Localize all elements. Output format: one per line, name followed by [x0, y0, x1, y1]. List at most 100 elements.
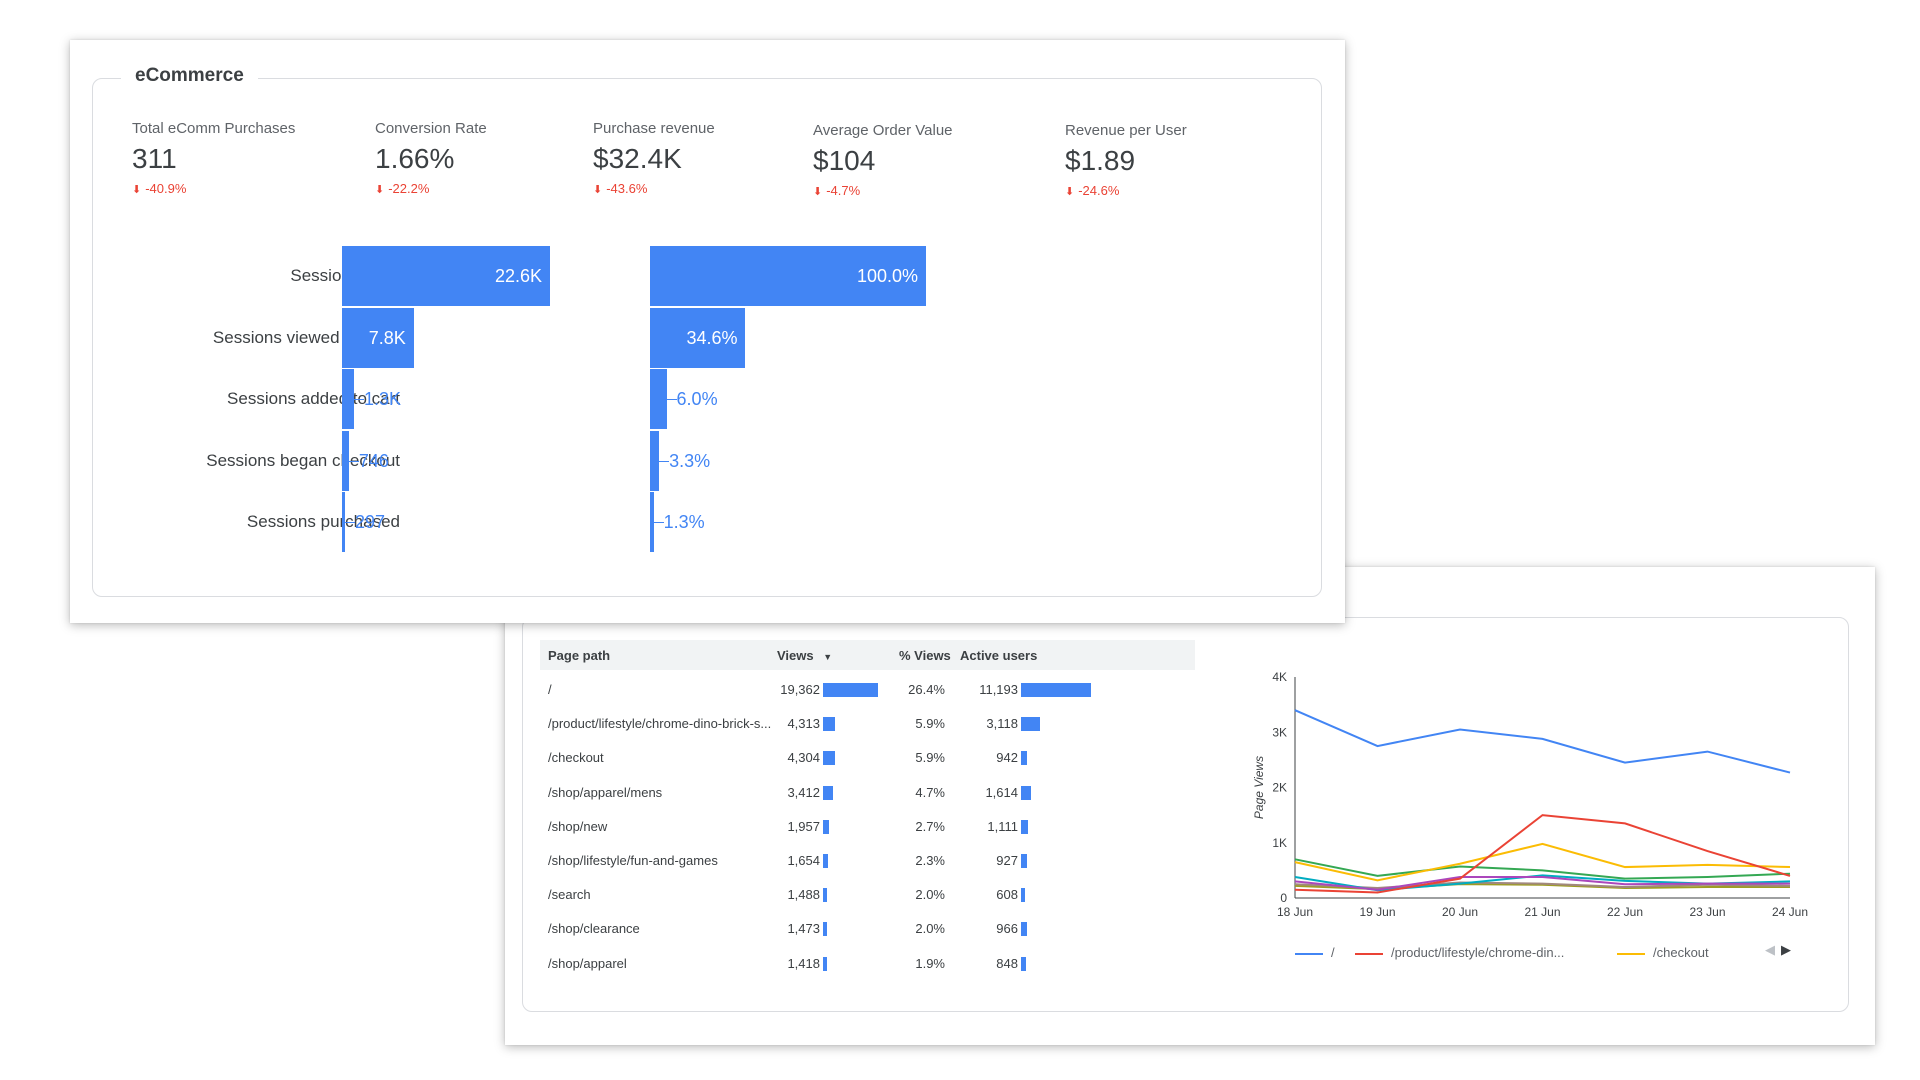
- funnel-count-label: 1.3K: [363, 389, 401, 409]
- cell-page-path: /shop/apparel/mens: [548, 784, 663, 800]
- pages-card: Page path Views ▼ % Views Active users /…: [505, 567, 1875, 1045]
- x-tick-label: 21 Jun: [1524, 905, 1560, 919]
- users-bar: [1021, 922, 1028, 937]
- legend-item[interactable]: /: [1295, 945, 1335, 960]
- ecommerce-title: eCommerce: [121, 65, 258, 87]
- cell-active-users: 11,193: [979, 682, 1018, 697]
- funnel-step-label: Sessions began checkout: [206, 450, 400, 470]
- funnel-count-label: 297: [355, 512, 386, 532]
- y-axis-title: Page Views: [1252, 756, 1266, 819]
- funnel-percent-label: 100.0%: [856, 266, 918, 286]
- legend-item[interactable]: /product/lifestyle/chrome-din...: [1355, 945, 1564, 960]
- kpi-card: Revenue per User $1.89 ⬇ -24.6%: [1065, 122, 1187, 198]
- table-row[interactable]: /shop/new 1,957 2.7% 1,111: [540, 811, 1195, 845]
- cell-pct-views: 26.4%: [908, 682, 945, 697]
- kpi-card: Conversion Rate 1.66% ⬇ -22.2%: [375, 120, 487, 196]
- funnel-count-bar: [342, 430, 349, 491]
- kpi-change: ⬇ -22.2%: [375, 181, 487, 196]
- kpi-label: Average Order Value: [813, 122, 953, 139]
- x-tick-label: 23 Jun: [1689, 905, 1725, 919]
- legend-item[interactable]: /checkout: [1617, 945, 1709, 960]
- kpi-change-value: -40.9%: [145, 181, 187, 196]
- users-bar: [1021, 819, 1028, 834]
- funnel-count-bar: [342, 369, 354, 429]
- ecommerce-group: eCommerce: [92, 65, 1322, 597]
- kpi-card: Total eComm Purchases 311 ⬇ -40.9%: [132, 120, 295, 196]
- cell-pct-views: 2.7%: [915, 818, 945, 834]
- cell-pct-views: 2.0%: [915, 887, 945, 903]
- cell-page-path: /: [548, 682, 552, 697]
- legend-prev-icon[interactable]: ◀: [1765, 942, 1775, 957]
- table-row[interactable]: /checkout 4,304 5.9% 942: [540, 742, 1195, 776]
- table-row[interactable]: / 19,362 26.4% 11,193: [540, 674, 1195, 708]
- table-row[interactable]: /search 1,488 2.0% 608: [540, 879, 1195, 913]
- series-line[interactable]: [1294, 881, 1791, 890]
- funnel-percent-bar: [650, 430, 660, 491]
- funnel-step-label: Sessions purchased: [246, 512, 400, 531]
- funnel-percent-bar: [650, 307, 746, 368]
- funnel-count-bar: [342, 307, 414, 368]
- users-bar: [1021, 751, 1027, 766]
- funnel-percent-bar: [650, 369, 667, 429]
- cell-active-users: 1,111: [987, 818, 1018, 834]
- table-row[interactable]: /product/lifestyle/chrome-dino-brick-s..…: [540, 708, 1195, 742]
- kpi-label: Conversion Rate: [375, 120, 487, 137]
- cell-views: 1,418: [787, 955, 820, 971]
- users-bar: [1021, 888, 1025, 903]
- kpi-change-value: -43.6%: [606, 181, 648, 196]
- table-row[interactable]: /shop/lifestyle/fun-and-games 1,654 2.3% 92…: [540, 845, 1195, 879]
- kpi-value: $104: [813, 145, 876, 176]
- funnel-label-leader: [345, 522, 355, 523]
- y-tick-label: 1K: [1272, 836, 1287, 850]
- col-header-pct-views[interactable]: % Views: [899, 648, 951, 663]
- cell-pct-views: 2.3%: [915, 853, 945, 868]
- views-bar: [823, 683, 878, 697]
- cell-page-path: /shop/new: [548, 818, 608, 834]
- x-tick-label: 22 Jun: [1607, 905, 1643, 919]
- series-line[interactable]: [1294, 709, 1791, 774]
- col-header-views[interactable]: Views ▼: [777, 648, 832, 663]
- y-tick-label: 0: [1280, 891, 1287, 905]
- cell-pct-views: 2.0%: [915, 921, 945, 937]
- col-header-active-users[interactable]: Active users: [960, 648, 1038, 663]
- table-row[interactable]: /shop/clearance 1,473 2.0% 966: [540, 913, 1195, 947]
- kpi-label: Purchase revenue: [593, 120, 715, 137]
- table-row[interactable]: /shop/apparel/mens 3,412 4.7% 1,614: [540, 777, 1195, 811]
- cell-views: 3,412: [787, 784, 820, 800]
- series-line[interactable]: [1294, 876, 1790, 891]
- legend-swatch: [1295, 952, 1323, 955]
- views-bar: [823, 888, 828, 903]
- funnel-percent-bar: [650, 246, 926, 306]
- series-line[interactable]: [1294, 814, 1791, 894]
- cell-page-path: /product/lifestyle/chrome-dino-brick-s..…: [548, 716, 772, 732]
- col-header-views-label: Views: [777, 648, 814, 663]
- views-bar: [823, 819, 829, 834]
- funnel-percent-label: 3.3%: [669, 450, 711, 471]
- legend-next-icon[interactable]: ▶: [1781, 942, 1791, 957]
- funnel-label-leader: [659, 460, 670, 462]
- kpi-label: Revenue per User: [1065, 122, 1187, 139]
- kpi-change: ⬇ -40.9%: [132, 181, 295, 196]
- series-line[interactable]: [1294, 858, 1791, 880]
- funnel-label-leader: [348, 460, 359, 462]
- cell-active-users: 3,118: [986, 716, 1018, 732]
- col-header-page-path[interactable]: Page path: [548, 648, 611, 663]
- kpi-value: $1.89: [1065, 145, 1136, 176]
- cell-pct-views: 4.7%: [915, 784, 945, 800]
- views-bar: [823, 922, 828, 937]
- cell-active-users: 927: [996, 853, 1018, 868]
- users-bar: [1021, 854, 1027, 868]
- legend-label: /product/lifestyle/chrome-din...: [1391, 945, 1565, 960]
- users-bar: [1021, 956, 1027, 971]
- users-bar: [1021, 717, 1041, 732]
- kpi-change: ⬇ -43.6%: [593, 181, 715, 196]
- caret-down-icon: ▼: [823, 652, 833, 662]
- funnel-percent-label: 6.0%: [676, 389, 718, 409]
- series-line[interactable]: [1294, 842, 1791, 882]
- cell-page-path: /shop/clearance: [548, 921, 640, 937]
- x-tick-label: 19 Jun: [1359, 905, 1395, 919]
- cell-page-path: /shop/apparel: [548, 955, 627, 971]
- down-arrow-icon: ⬇: [1065, 186, 1075, 198]
- table-row[interactable]: /shop/apparel 1,418 1.9% 848: [540, 948, 1195, 982]
- cell-page-path: /search: [548, 887, 591, 903]
